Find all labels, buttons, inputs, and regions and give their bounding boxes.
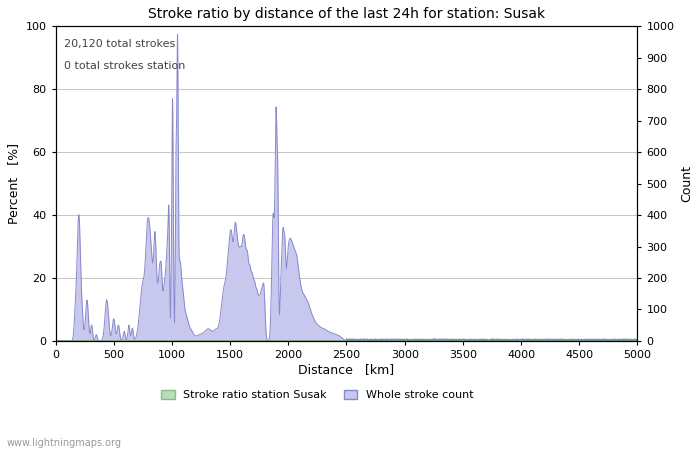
Title: Stroke ratio by distance of the last 24h for station: Susak: Stroke ratio by distance of the last 24h… [148, 7, 545, 21]
Text: 20,120 total strokes: 20,120 total strokes [64, 39, 176, 49]
X-axis label: Distance   [km]: Distance [km] [298, 363, 395, 376]
Y-axis label: Percent   [%]: Percent [%] [7, 143, 20, 224]
Text: www.lightningmaps.org: www.lightningmaps.org [7, 438, 122, 448]
Legend: Stroke ratio station Susak, Whole stroke count: Stroke ratio station Susak, Whole stroke… [157, 385, 478, 405]
Y-axis label: Count: Count [680, 165, 693, 202]
Text: 0 total strokes station: 0 total strokes station [64, 61, 186, 71]
